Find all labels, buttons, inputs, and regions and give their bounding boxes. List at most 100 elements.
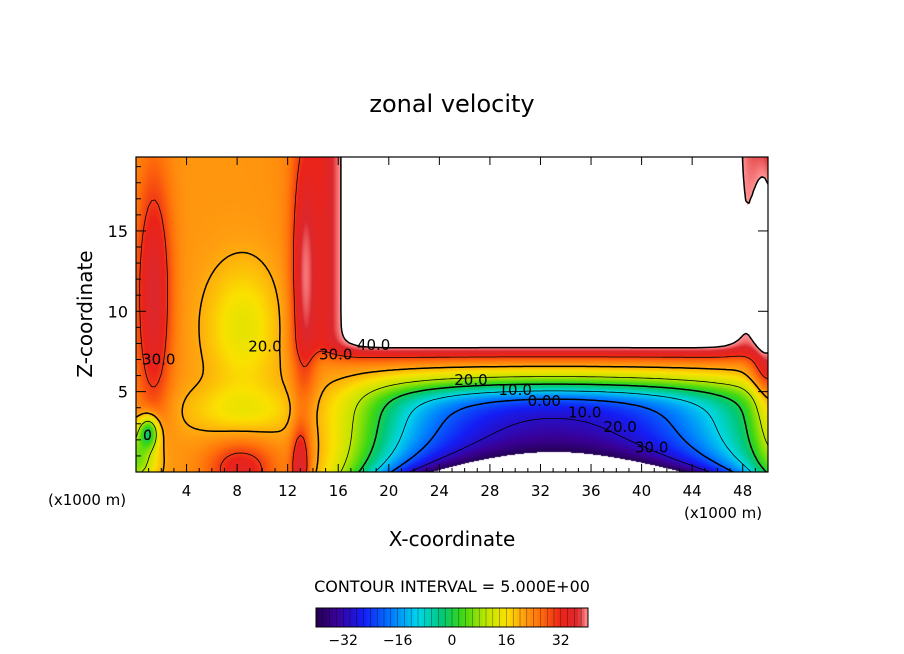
contour-label: 20.0 <box>248 337 281 355</box>
colorbar-swatch <box>401 608 405 627</box>
colorbar-swatch <box>424 608 429 627</box>
colorbar-swatch <box>479 608 484 627</box>
colorbar-swatch <box>472 608 477 627</box>
contour-label: 30.0 <box>635 439 668 457</box>
colorbar-swatch <box>523 608 528 627</box>
x-tick-label: 48 <box>733 482 752 500</box>
colorbar-swatch <box>458 608 463 627</box>
colorbar-tick-label: −32 <box>328 633 358 649</box>
colorbar-swatch <box>441 608 446 627</box>
contour-label: 10.0 <box>498 381 531 399</box>
colorbar-swatch <box>554 608 558 627</box>
colorbar-swatch <box>346 608 351 627</box>
colorbar-swatch <box>465 608 470 627</box>
colorbar-tick-label: 0 <box>448 633 457 649</box>
colorbar-swatch <box>435 608 439 627</box>
colorbar-swatch <box>421 608 426 627</box>
x-tick-label: 12 <box>278 482 297 500</box>
colorbar-swatch <box>428 608 433 627</box>
colorbar-swatch <box>360 608 365 627</box>
contour-label: 0.00 <box>528 392 561 410</box>
y-axis-label: Z-coordinate <box>73 250 97 377</box>
contour-line <box>136 251 768 472</box>
x-tick-label: 16 <box>329 482 348 500</box>
contour-line <box>139 157 768 472</box>
colorbar-swatch <box>407 608 412 627</box>
colorbar-swatch <box>414 608 419 627</box>
colorbar-swatch <box>509 608 514 627</box>
colorbar-swatch <box>513 608 518 627</box>
colorbar-swatch <box>380 608 385 627</box>
contour-line <box>143 383 767 472</box>
contour-line <box>340 157 768 354</box>
colorbar-swatch <box>526 608 531 627</box>
colorbar-swatch <box>339 608 344 627</box>
x-axis: 4 8 12 16 20 24 28 32 36 40 44 48 <box>148 157 756 500</box>
colorbar-swatch <box>469 608 473 627</box>
colorbar-swatch <box>333 608 337 627</box>
colorbar-swatch <box>316 608 320 627</box>
colorbar-swatch <box>356 608 361 627</box>
x-tick-label: 4 <box>182 482 192 500</box>
x-tick-label: 44 <box>683 482 702 500</box>
colorbar-tick-label: 16 <box>497 633 515 649</box>
colorbar-swatch <box>445 608 450 627</box>
contour-lines <box>136 157 768 472</box>
contour-label: 40.0 <box>357 336 390 354</box>
colorbar-swatch <box>322 608 327 627</box>
contour-label: 10.0 <box>568 403 601 421</box>
colorbar-swatch <box>370 608 375 627</box>
colorbar-swatch <box>353 608 358 627</box>
colorbar-swatch <box>520 608 524 627</box>
x-tick-label: 8 <box>232 482 242 500</box>
colorbar-swatch <box>571 608 575 627</box>
colorbar-swatch <box>560 608 565 627</box>
y-tick-label: 5 <box>118 383 128 402</box>
x-tick-label: 28 <box>480 482 499 500</box>
colorbar-swatch <box>373 608 378 627</box>
colorbar-swatch <box>394 608 399 627</box>
x-tick-label: 36 <box>581 482 600 500</box>
colorbar-frame <box>315 607 589 628</box>
colorbar-swatch <box>499 608 504 627</box>
colorbar-swatch <box>577 608 582 627</box>
colorbar-tick-label: 32 <box>552 633 570 649</box>
colorbar-swatch <box>482 608 487 627</box>
colorbar-swatch <box>492 608 497 627</box>
colorbar-swatch <box>326 608 331 627</box>
contour-line <box>374 390 752 472</box>
x-unit-right-label: (x1000 m) <box>684 504 762 522</box>
colorbar-swatch <box>329 608 334 627</box>
colorbar-swatch <box>530 608 535 627</box>
colorbar-swatch <box>503 608 507 627</box>
colorbar-swatch <box>537 608 541 627</box>
colorbar-swatch <box>377 608 382 627</box>
colorbar-swatch <box>411 608 416 627</box>
contour-label: 20.0 <box>603 418 636 436</box>
colorbar-swatch <box>489 608 494 627</box>
colorbar-swatch <box>452 608 456 627</box>
contour-interval-label: CONTOUR INTERVAL = 5.000E+00 <box>314 577 590 596</box>
contour-label: 30.0 <box>319 346 352 364</box>
contour-label: 20.0 <box>454 371 487 389</box>
colorbar-swatch <box>550 608 555 627</box>
colorbar-swatch <box>350 608 354 627</box>
colorbar-swatch <box>462 608 467 627</box>
colorbar-swatch <box>319 608 324 627</box>
colorbar-swatch <box>475 608 480 627</box>
colorbar-swatch <box>547 608 552 627</box>
x-tick-label: 40 <box>632 482 651 500</box>
colorbar-swatch <box>363 608 368 627</box>
x-tick-label: 24 <box>430 482 449 500</box>
colorbar: −32 −16 0 16 32 <box>315 607 589 649</box>
chart-title: zonal velocity <box>369 90 534 118</box>
colorbar-swatch <box>387 608 392 627</box>
colorbar-tick-label: −16 <box>383 633 413 649</box>
colorbar-swatch <box>564 608 569 627</box>
colorbar-swatch <box>567 608 572 627</box>
x-unit-left-label: (x1000 m) <box>48 491 126 509</box>
colorbar-swatch <box>506 608 511 627</box>
colorbar-swatch <box>543 608 548 627</box>
colorbar-swatch <box>581 608 586 627</box>
